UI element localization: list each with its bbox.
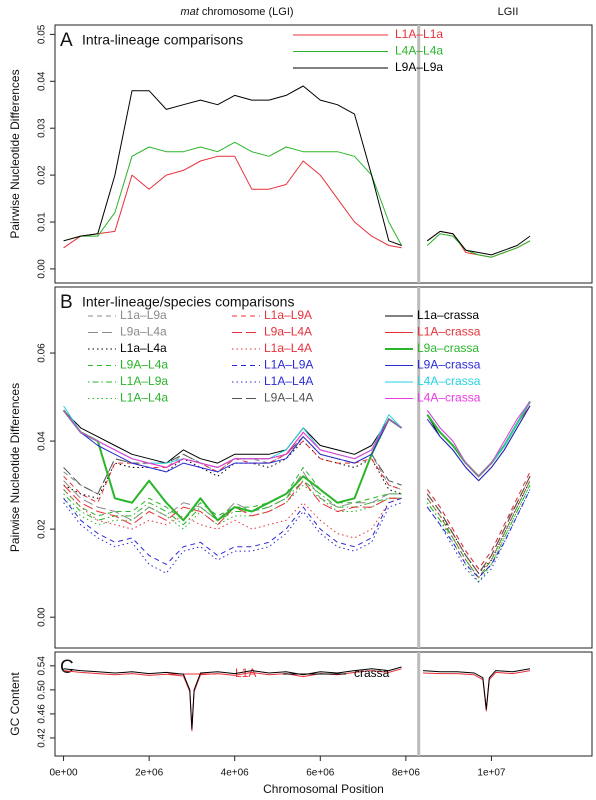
legend-label: L9a–L4A (264, 325, 312, 339)
legend-label: L9a–L4a (120, 325, 167, 339)
legend-label: L1a–L9A (264, 308, 312, 322)
x-tick-label: 6e+06 (306, 768, 335, 779)
y-tick-label: 0.05 (37, 24, 48, 44)
series-line (63, 476, 531, 574)
header-right: LGII (498, 6, 519, 18)
x-tick-label: 1e+07 (477, 768, 506, 779)
series-line (63, 405, 531, 482)
x-tick-label: 0e+00 (50, 768, 79, 779)
x-tick-label: 2e+06 (135, 768, 164, 779)
panel-title: Intra-lineage comparisons (82, 32, 243, 48)
panel-frame (54, 286, 593, 649)
header-left: mat chromosome (LGI) (180, 6, 293, 18)
header-italic: mat (180, 6, 199, 18)
y-tick-label: 0.50 (37, 680, 48, 700)
header-rest: chromosome (LGI) (202, 6, 294, 18)
y-tick-label: 0.01 (37, 212, 48, 232)
y-tick-label: 0.02 (37, 519, 48, 539)
legend-label: L1a–crassa (417, 308, 479, 322)
series-line (63, 489, 531, 579)
y-axis-label: Pairwise Nucleotide Differences (8, 69, 22, 238)
series-line (63, 480, 531, 579)
panel-frame (54, 651, 593, 757)
legend-label: L9a–crassa (417, 341, 479, 355)
y-tick-label: 0.46 (37, 704, 48, 724)
y-tick-label: 0.03 (37, 118, 48, 138)
series-line (63, 480, 531, 579)
series-line (63, 141, 531, 258)
series-line (63, 668, 531, 732)
y-axis-label: GC Content (8, 672, 22, 736)
panel-letter: B (60, 292, 73, 313)
y-tick-label: 0.00 (37, 259, 48, 279)
legend-label: L1A–L9A (264, 358, 313, 372)
legend-label: L1A (235, 666, 256, 680)
x-axis-label: Chromosomal Position (263, 782, 384, 796)
legend-label: L1A–L4a (120, 391, 168, 405)
y-tick-label: 0.54 (37, 656, 48, 676)
legend-label: L1A–L9a (120, 374, 168, 388)
series-line (63, 489, 531, 583)
series-line (63, 436, 531, 574)
legend-label: L1a–L9a (120, 308, 167, 322)
legend-label: L1A–L1a (395, 27, 443, 41)
y-axis-label: Pairwise Nucleotide Differences (8, 383, 22, 552)
legend-label: L9A–L4a (120, 358, 168, 372)
legend-label: crassa (354, 666, 390, 680)
panel-letter: C (60, 657, 74, 678)
y-tick-label: 0.04 (37, 431, 48, 451)
x-tick-label: 8e+06 (392, 768, 421, 779)
panel-frame (54, 24, 593, 284)
legend-label: L9A–L9a (395, 60, 443, 74)
legend-label: L9A–crassa (417, 358, 481, 372)
series-line (63, 401, 531, 477)
legend-label: L4A–crassa (417, 391, 481, 405)
series-line (63, 85, 531, 256)
legend-label: L1a–L4a (120, 341, 167, 355)
x-tick-label: 4e+06 (221, 768, 250, 779)
legend-label: L4A–crassa (417, 374, 481, 388)
panel-letter: A (60, 30, 73, 51)
panel-title: Inter-lineage/species comparisons (82, 294, 294, 310)
legend-label: L4A–L4a (395, 44, 443, 58)
series-line (63, 666, 531, 730)
legend-label: L1A–L4A (264, 374, 313, 388)
series-line (62, 400, 531, 522)
y-tick-label: 0.06 (37, 343, 48, 363)
y-tick-label: 0.42 (37, 728, 48, 748)
series-line (63, 440, 531, 574)
legend-label: L9A–L4A (264, 391, 313, 405)
series-line (63, 401, 531, 477)
legend-label: L1a–L4A (264, 341, 312, 355)
legend-label: L1A–crassa (417, 325, 481, 339)
y-tick-label: 0.02 (37, 165, 48, 185)
y-tick-label: 0.04 (37, 71, 48, 91)
y-tick-label: 0.00 (37, 607, 48, 627)
